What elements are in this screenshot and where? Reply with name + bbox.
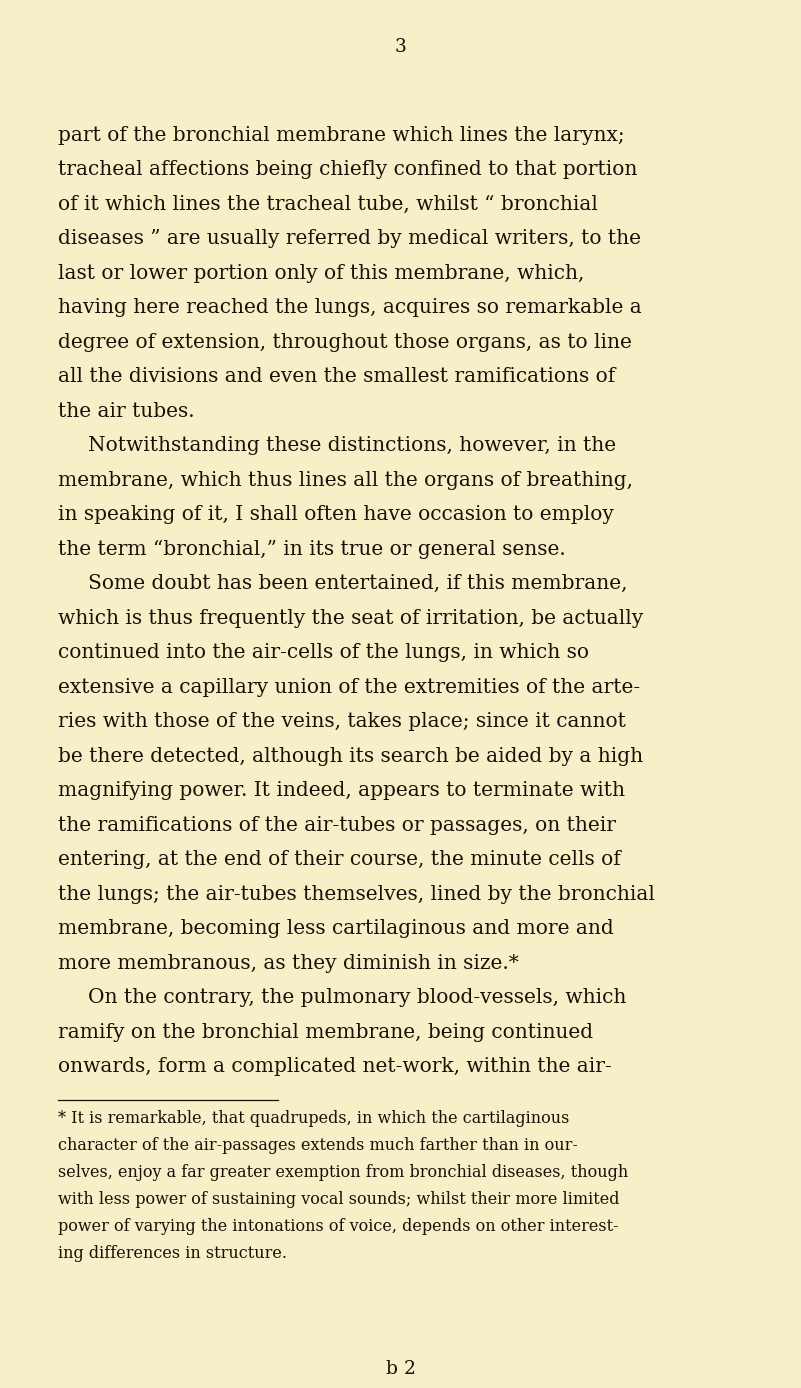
Text: having here reached the lungs, acquires so remarkable a: having here reached the lungs, acquires …	[58, 298, 642, 318]
Text: the ramifications of the air-tubes or passages, on their: the ramifications of the air-tubes or pa…	[58, 816, 616, 834]
Text: * It is remarkable, that quadrupeds, in which the cartilaginous: * It is remarkable, that quadrupeds, in …	[58, 1109, 570, 1127]
Text: character of the air-passages extends much farther than in our-: character of the air-passages extends mu…	[58, 1137, 578, 1153]
Text: membrane, which thus lines all the organs of breathing,: membrane, which thus lines all the organ…	[58, 471, 633, 490]
Text: ing differences in structure.: ing differences in structure.	[58, 1245, 287, 1262]
Text: power of varying the intonations of voice, depends on other interest-: power of varying the intonations of voic…	[58, 1217, 618, 1235]
Text: On the contrary, the pulmonary blood-vessels, which: On the contrary, the pulmonary blood-ves…	[88, 988, 626, 1008]
Text: onwards, form a complicated net-work, within the air-: onwards, form a complicated net-work, wi…	[58, 1058, 612, 1076]
Text: extensive a capillary union of the extremities of the arte-: extensive a capillary union of the extre…	[58, 677, 640, 697]
Text: diseases ” are usually referred by medical writers, to the: diseases ” are usually referred by medic…	[58, 229, 641, 248]
Text: all the divisions and even the smallest ramifications of: all the divisions and even the smallest …	[58, 368, 615, 386]
Text: which is thus frequently the seat of irritation, be actually: which is thus frequently the seat of irr…	[58, 609, 643, 627]
Text: 3: 3	[395, 37, 406, 56]
Text: Some doubt has been entertained, if this membrane,: Some doubt has been entertained, if this…	[88, 575, 627, 593]
Text: ramify on the bronchial membrane, being continued: ramify on the bronchial membrane, being …	[58, 1023, 593, 1042]
Text: more membranous, as they diminish in size.*: more membranous, as they diminish in siz…	[58, 954, 519, 973]
Text: ries with those of the veins, takes place; since it cannot: ries with those of the veins, takes plac…	[58, 712, 626, 731]
Text: magnifying power. It indeed, appears to terminate with: magnifying power. It indeed, appears to …	[58, 781, 625, 801]
Text: continued into the air-cells of the lungs, in which so: continued into the air-cells of the lung…	[58, 643, 589, 662]
Text: part of the bronchial membrane which lines the larynx;: part of the bronchial membrane which lin…	[58, 126, 625, 144]
Text: entering, at the end of their course, the minute cells of: entering, at the end of their course, th…	[58, 851, 621, 869]
Text: the term “bronchial,” in its true or general sense.: the term “bronchial,” in its true or gen…	[58, 540, 566, 559]
Text: the lungs; the air-tubes themselves, lined by the bronchial: the lungs; the air-tubes themselves, lin…	[58, 884, 655, 904]
Text: membrane, becoming less cartilaginous and more and: membrane, becoming less cartilaginous an…	[58, 919, 614, 938]
Text: selves, enjoy a far greater exemption from bronchial diseases, though: selves, enjoy a far greater exemption fr…	[58, 1163, 628, 1181]
Text: the air tubes.: the air tubes.	[58, 401, 195, 421]
Text: Notwithstanding these distinctions, however, in the: Notwithstanding these distinctions, howe…	[88, 436, 616, 455]
Text: degree of extension, throughout those organs, as to line: degree of extension, throughout those or…	[58, 333, 632, 351]
Text: in speaking of it, I shall often have occasion to employ: in speaking of it, I shall often have oc…	[58, 505, 614, 525]
Text: last or lower portion only of this membrane, which,: last or lower portion only of this membr…	[58, 264, 585, 283]
Text: with less power of sustaining vocal sounds; whilst their more limited: with less power of sustaining vocal soun…	[58, 1191, 619, 1208]
Text: of it which lines the tracheal tube, whilst “ bronchial: of it which lines the tracheal tube, whi…	[58, 194, 598, 214]
Text: b 2: b 2	[385, 1360, 416, 1378]
Text: be there detected, although its search be aided by a high: be there detected, although its search b…	[58, 747, 643, 766]
Text: tracheal affections being chiefly confined to that portion: tracheal affections being chiefly confin…	[58, 160, 638, 179]
